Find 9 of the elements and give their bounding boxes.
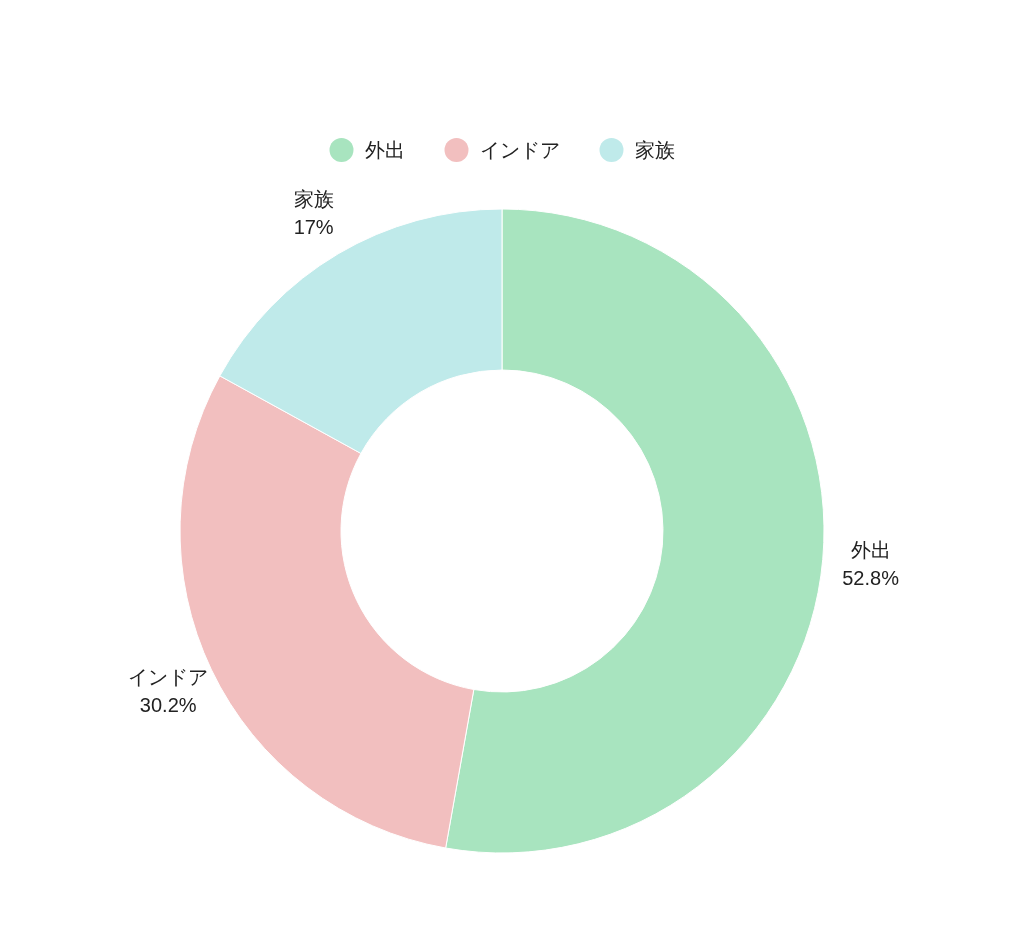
legend-label: 外出 (364, 139, 405, 161)
slice-label: 家族 (293, 187, 334, 210)
data-label: 52.8% (842, 566, 900, 589)
slice-label: 外出 (850, 538, 891, 561)
slice-label: インドア (128, 665, 209, 688)
data-label: 17% (293, 215, 334, 238)
legend-label: インドア (479, 139, 560, 161)
legend-label: 家族 (634, 139, 675, 161)
data-label: 30.2% (139, 693, 197, 716)
